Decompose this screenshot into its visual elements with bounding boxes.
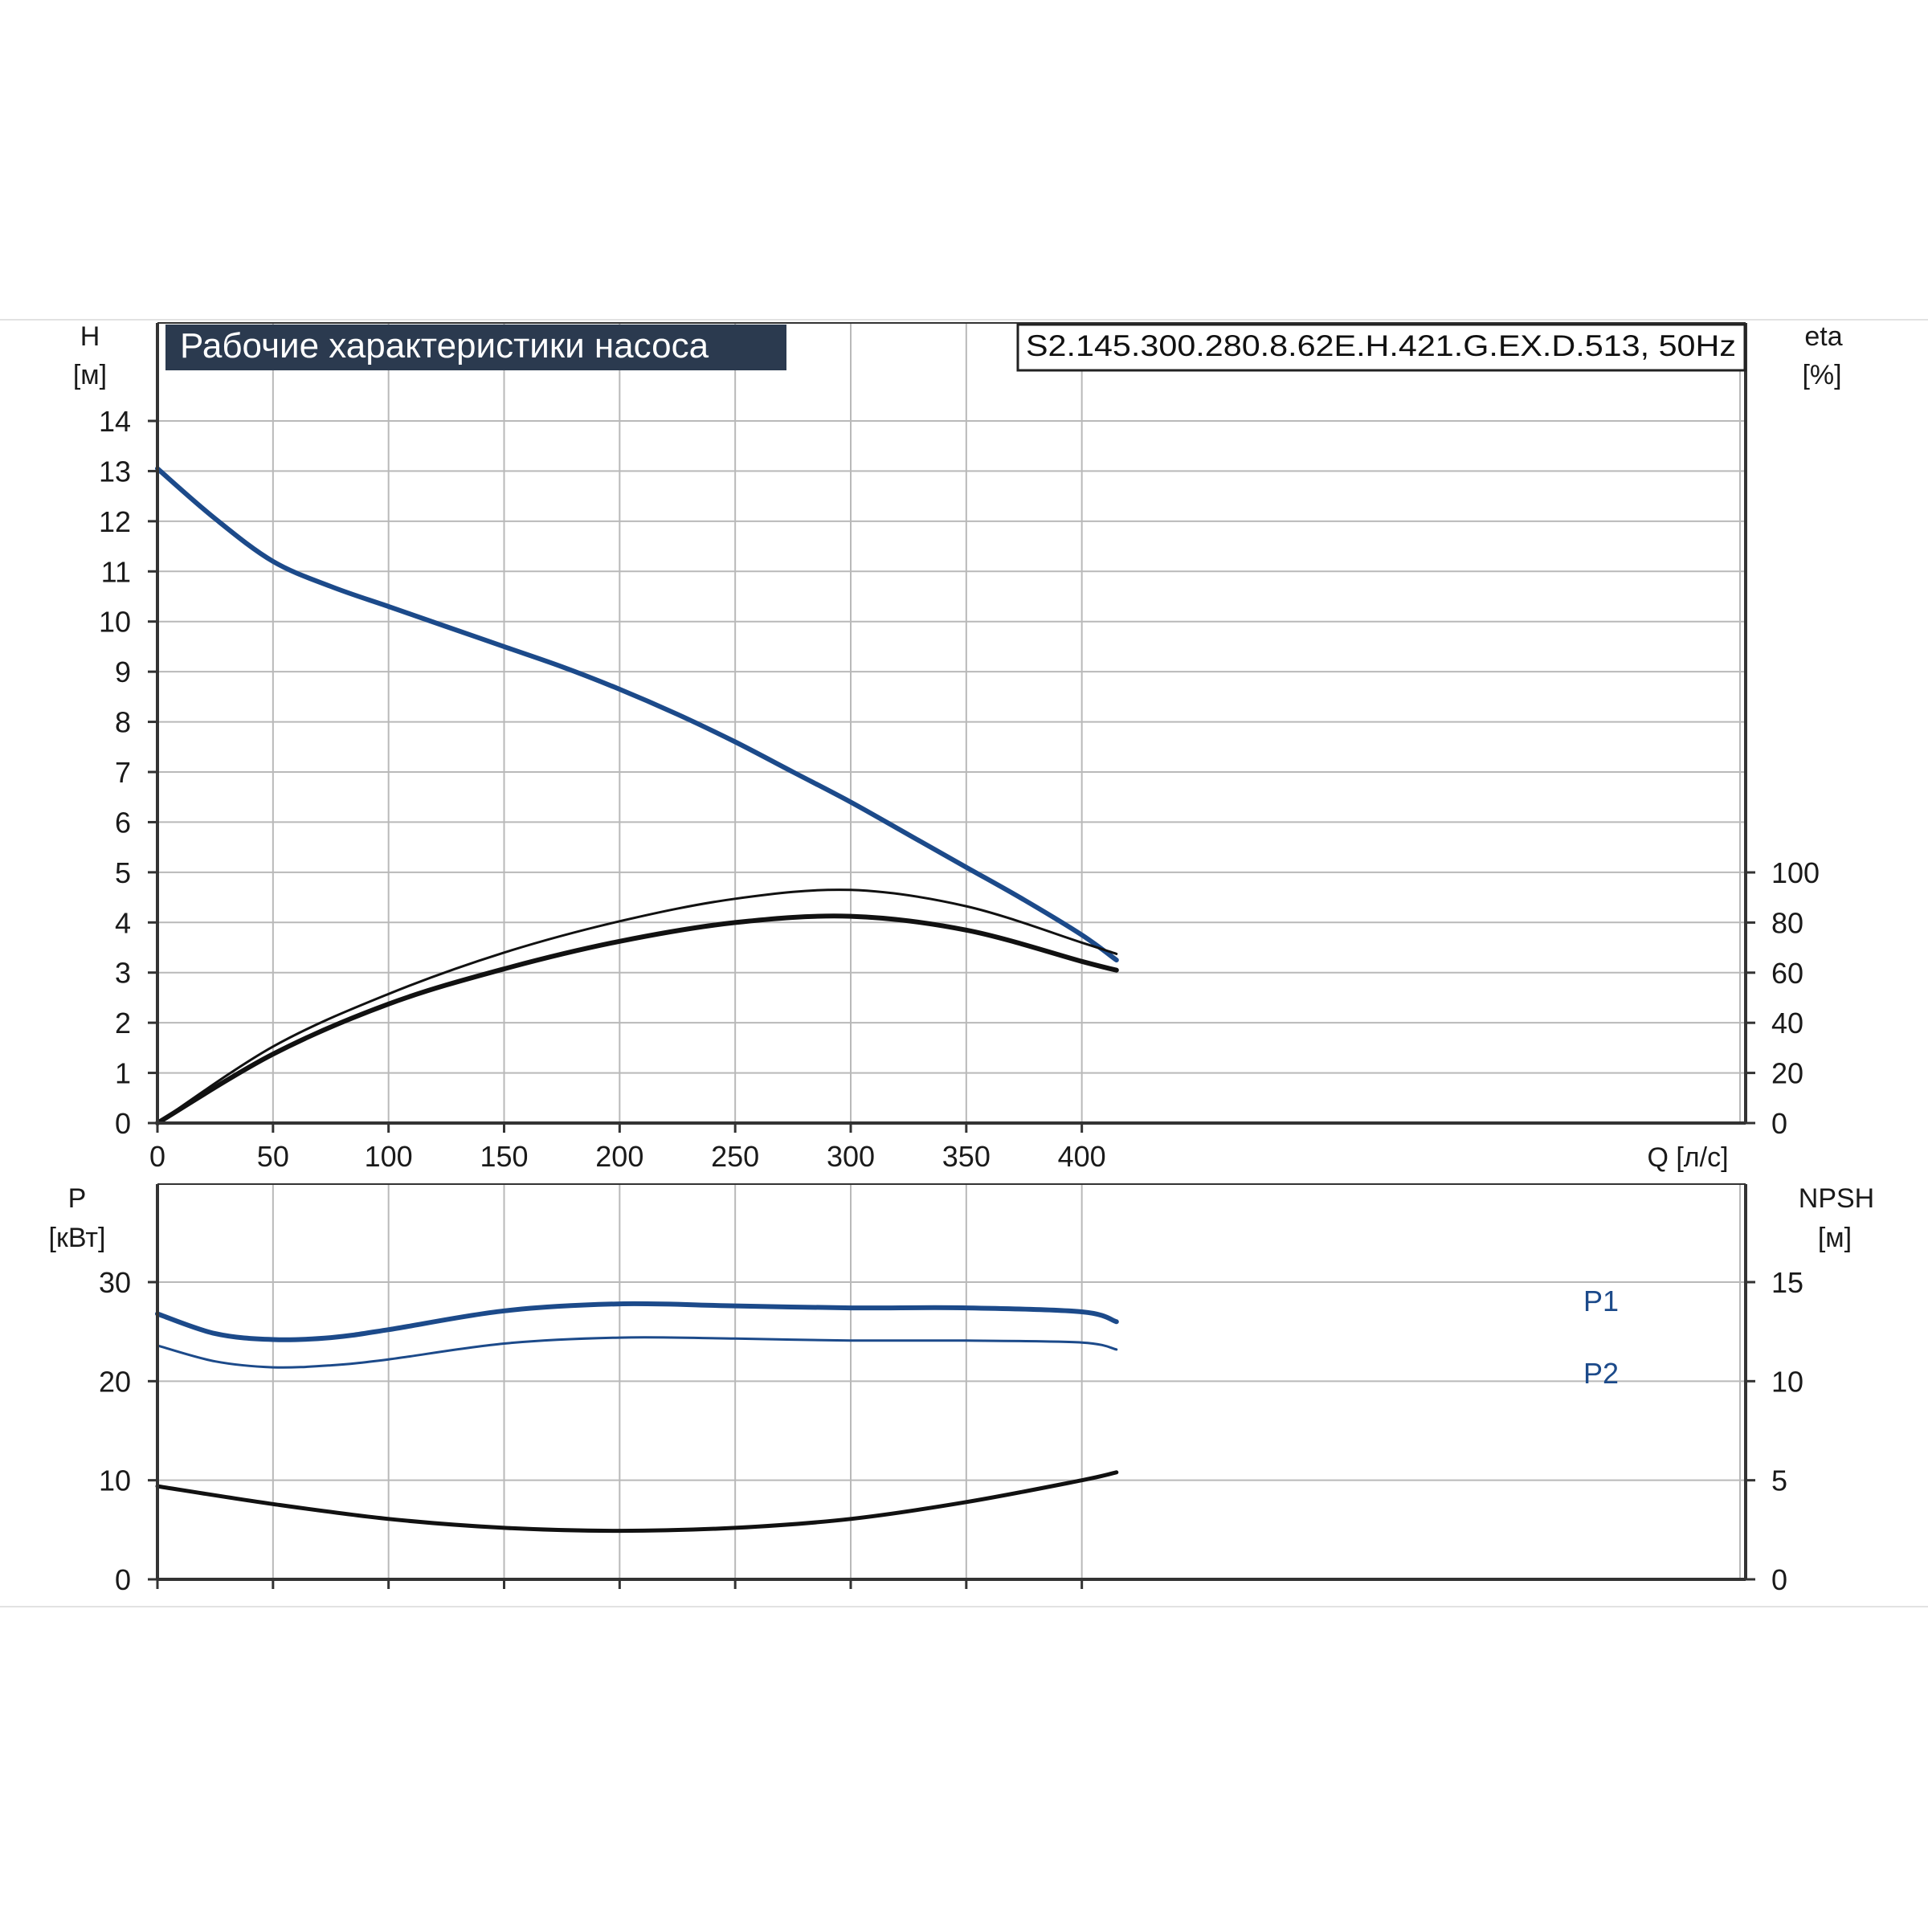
x-axis-title: Q [л/с] xyxy=(1647,1142,1728,1173)
top-series-2-line xyxy=(155,913,1119,1125)
top-left-axis-unit: [м] xyxy=(73,360,107,390)
top-right-axis-title: eta xyxy=(1804,321,1842,352)
bottom-left-tick-label: 30 xyxy=(99,1266,131,1299)
series-label-p1: P1 xyxy=(1583,1285,1619,1317)
top-left-tick-label: 8 xyxy=(115,706,131,739)
bottom-right-tick-label: 15 xyxy=(1771,1266,1803,1299)
top-left-tick-label: 5 xyxy=(115,856,131,889)
top-right-tick-label: 60 xyxy=(1771,957,1803,990)
x-tick-label: 250 xyxy=(711,1140,759,1173)
x-tick-label: 350 xyxy=(942,1140,991,1173)
bottom-right-tick-label: 0 xyxy=(1771,1563,1787,1596)
x-tick-label: 50 xyxy=(257,1140,289,1173)
bottom-frame xyxy=(148,1183,1755,1589)
top-right-tick-label: 40 xyxy=(1771,1007,1803,1040)
x-tick-label: 400 xyxy=(1058,1140,1106,1173)
chart-title: Рабочие характеристики насоса xyxy=(180,326,709,366)
bottom-right-axis-unit: [м] xyxy=(1818,1223,1852,1253)
top-right-tick-label: 20 xyxy=(1771,1057,1803,1090)
top-left-tick-label: 10 xyxy=(99,606,131,639)
top-left-tick-label: 3 xyxy=(115,957,131,990)
top-left-tick-label: 7 xyxy=(115,756,131,789)
bottom-right-tick-label: 5 xyxy=(1771,1464,1787,1497)
x-tick-label: 150 xyxy=(480,1140,528,1173)
top-series-1-line xyxy=(156,888,1118,1125)
bottom-series-p1-line xyxy=(155,1301,1119,1342)
top-left-tick-label: 4 xyxy=(115,906,131,939)
top-frame xyxy=(148,322,1755,1133)
top-left-tick-label: 0 xyxy=(115,1107,131,1140)
series-label-p2: P2 xyxy=(1583,1357,1619,1390)
bottom-series-group xyxy=(155,1301,1119,1534)
top-grid xyxy=(157,323,1746,1123)
bottom-series-2-line xyxy=(155,1470,1119,1534)
top-left-tick-label: 14 xyxy=(99,405,131,438)
top-series-0-line xyxy=(155,466,1119,963)
bottom-left-tick-label: 20 xyxy=(99,1365,131,1398)
top-left-tick-label: 1 xyxy=(115,1057,131,1090)
bottom-series-p2-line xyxy=(156,1336,1118,1369)
top-left-axis-title: H xyxy=(80,321,100,352)
x-tick-label: 0 xyxy=(149,1140,165,1173)
bottom-right-axis-title: NPSH xyxy=(1799,1183,1874,1214)
model-box xyxy=(1016,323,1746,372)
top-right-tick-label: 100 xyxy=(1771,856,1820,889)
title-banner xyxy=(165,325,786,370)
model-label: S2.145.300.280.8.62E.H.421.G.EX.D.513, 5… xyxy=(1026,329,1736,362)
top-left-tick-label: 6 xyxy=(115,806,131,839)
x-tick-label: 100 xyxy=(365,1140,413,1173)
bottom-left-axis-title: P xyxy=(68,1183,87,1214)
top-left-tick-label: 12 xyxy=(99,505,131,538)
x-tick-label: 300 xyxy=(827,1140,875,1173)
bottom-left-tick-label: 10 xyxy=(99,1464,131,1497)
top-series-group xyxy=(155,466,1119,1125)
bottom-left-axis-unit: [кВт] xyxy=(49,1223,106,1253)
top-left-tick-label: 9 xyxy=(115,656,131,688)
x-tick-label: 200 xyxy=(595,1140,643,1173)
top-right-tick-label: 80 xyxy=(1771,906,1803,939)
top-left-tick-label: 2 xyxy=(115,1007,131,1040)
bottom-left-tick-label: 0 xyxy=(115,1563,131,1596)
bottom-right-tick-label: 10 xyxy=(1771,1365,1803,1398)
top-left-tick-label: 11 xyxy=(101,555,131,588)
top-left-tick-label: 13 xyxy=(99,455,131,488)
top-right-tick-label: 0 xyxy=(1771,1107,1787,1140)
top-right-axis-unit: [%] xyxy=(1802,360,1841,390)
